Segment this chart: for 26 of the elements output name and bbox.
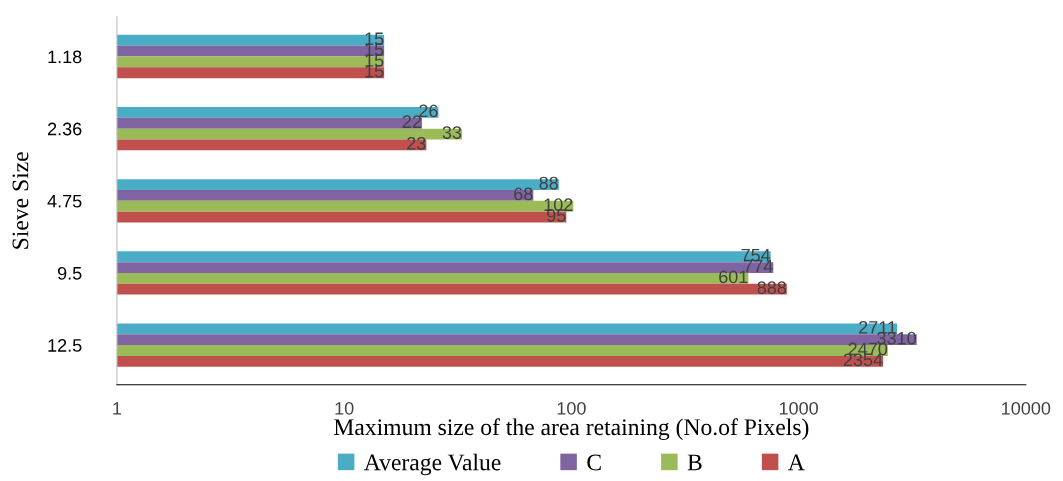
legend-label: Average Value	[364, 453, 501, 476]
data-label: 68	[514, 187, 533, 201]
data-label: 23	[407, 136, 426, 150]
x-tick-label: 1000	[779, 401, 818, 415]
y-tick-label: 4.75	[47, 194, 82, 208]
y-tick-label: 1.18	[48, 50, 82, 64]
data-label: 33	[442, 126, 462, 139]
data-label: 22	[402, 115, 422, 128]
y-axis-title: Sieve Size	[12, 152, 29, 249]
x-tick-label: 10000	[1002, 401, 1051, 415]
y-tick-label: 9.5	[57, 266, 82, 280]
data-label: 15	[365, 32, 384, 46]
x-tick-label: 100	[557, 401, 586, 415]
data-label: 26	[419, 104, 438, 118]
y-tick-label: 12.5	[48, 339, 82, 352]
x-axis-title: Maximum size of the area retaining (No.of Pixels)	[334, 418, 809, 441]
legend-label: B	[687, 454, 702, 471]
x-tick-label: 10	[335, 401, 354, 415]
x-tick-label: 1	[113, 402, 122, 415]
data-label: 88	[539, 176, 558, 190]
data-label: 102	[544, 198, 573, 212]
legend-label: A	[788, 454, 805, 471]
y-tick-label: 2.36	[47, 122, 82, 136]
data-label: 888	[757, 281, 787, 295]
data-label: 15	[365, 65, 384, 78]
legend-label: C	[587, 454, 601, 471]
